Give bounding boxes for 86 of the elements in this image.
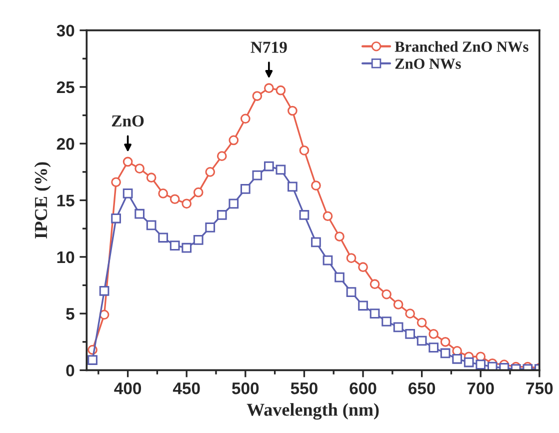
point [428,342,439,352]
point [111,213,121,224]
point [311,237,321,248]
point [299,145,310,156]
point [122,188,133,198]
x-tick-label: 550 [290,382,318,394]
point [370,308,380,318]
x-tick-label: 650 [408,382,436,394]
y-tick-label: 5 [66,308,74,320]
point [182,198,192,209]
point [428,329,439,339]
point [205,222,216,232]
point [346,253,356,263]
x-tick-label: 450 [172,382,200,394]
point [134,208,144,219]
point [216,151,227,162]
point [416,318,427,328]
point [240,114,250,124]
point [264,83,274,94]
point [311,180,321,190]
point [322,255,333,266]
point [358,300,368,311]
x-tick-label: 700 [467,382,494,394]
y-tick-label: 10 [57,251,74,264]
point [334,232,344,242]
point [193,187,204,198]
point [111,177,121,188]
point [322,211,333,222]
point [334,272,344,282]
point [382,316,392,326]
legend-label: Branched ZnO NWs [394,41,528,52]
point [170,240,180,251]
x-tick-label: 600 [350,382,376,394]
point [393,322,404,332]
y-tick-label: 15 [57,194,74,206]
point [346,287,356,297]
x-tick-label: 500 [232,382,259,394]
point [440,336,450,347]
point [405,308,415,318]
point [288,182,298,192]
point [146,220,156,230]
point [228,198,239,209]
point [134,164,144,174]
point [276,164,286,175]
point [499,363,510,370]
x-axis-title: Wavelength (nm) [246,403,379,420]
point [240,184,250,194]
point [276,85,286,96]
legend-label: ZnO NWs [395,58,461,69]
annotation: ZnO [112,115,144,127]
point [182,242,192,253]
point [205,167,216,177]
point [99,286,110,296]
x-tick-label: 400 [114,382,142,394]
point [440,348,450,358]
point [228,135,239,146]
point [252,170,262,180]
point [393,300,404,310]
point [382,289,392,300]
point [358,262,368,272]
point [416,336,427,346]
point [252,91,262,101]
point [158,232,168,243]
point [193,234,204,245]
point [370,279,380,290]
point [264,161,274,172]
y-tick-label: 25 [56,81,74,94]
point [476,360,486,370]
point [158,188,168,198]
point [288,106,298,116]
point [464,357,474,368]
y-tick-label: 30 [56,24,74,37]
point [122,156,133,167]
y-axis-title: IPCE (%) [34,162,51,239]
point [170,194,180,204]
point [452,354,462,364]
point [487,362,498,370]
point [299,210,310,220]
point [146,172,156,183]
x-tick-label: 750 [526,382,553,394]
y-tick-label: 20 [56,138,74,150]
point [405,329,415,339]
annotation: N719 [250,42,287,53]
y-tick-label: 0 [66,364,74,376]
point [216,210,227,220]
point [88,355,98,365]
